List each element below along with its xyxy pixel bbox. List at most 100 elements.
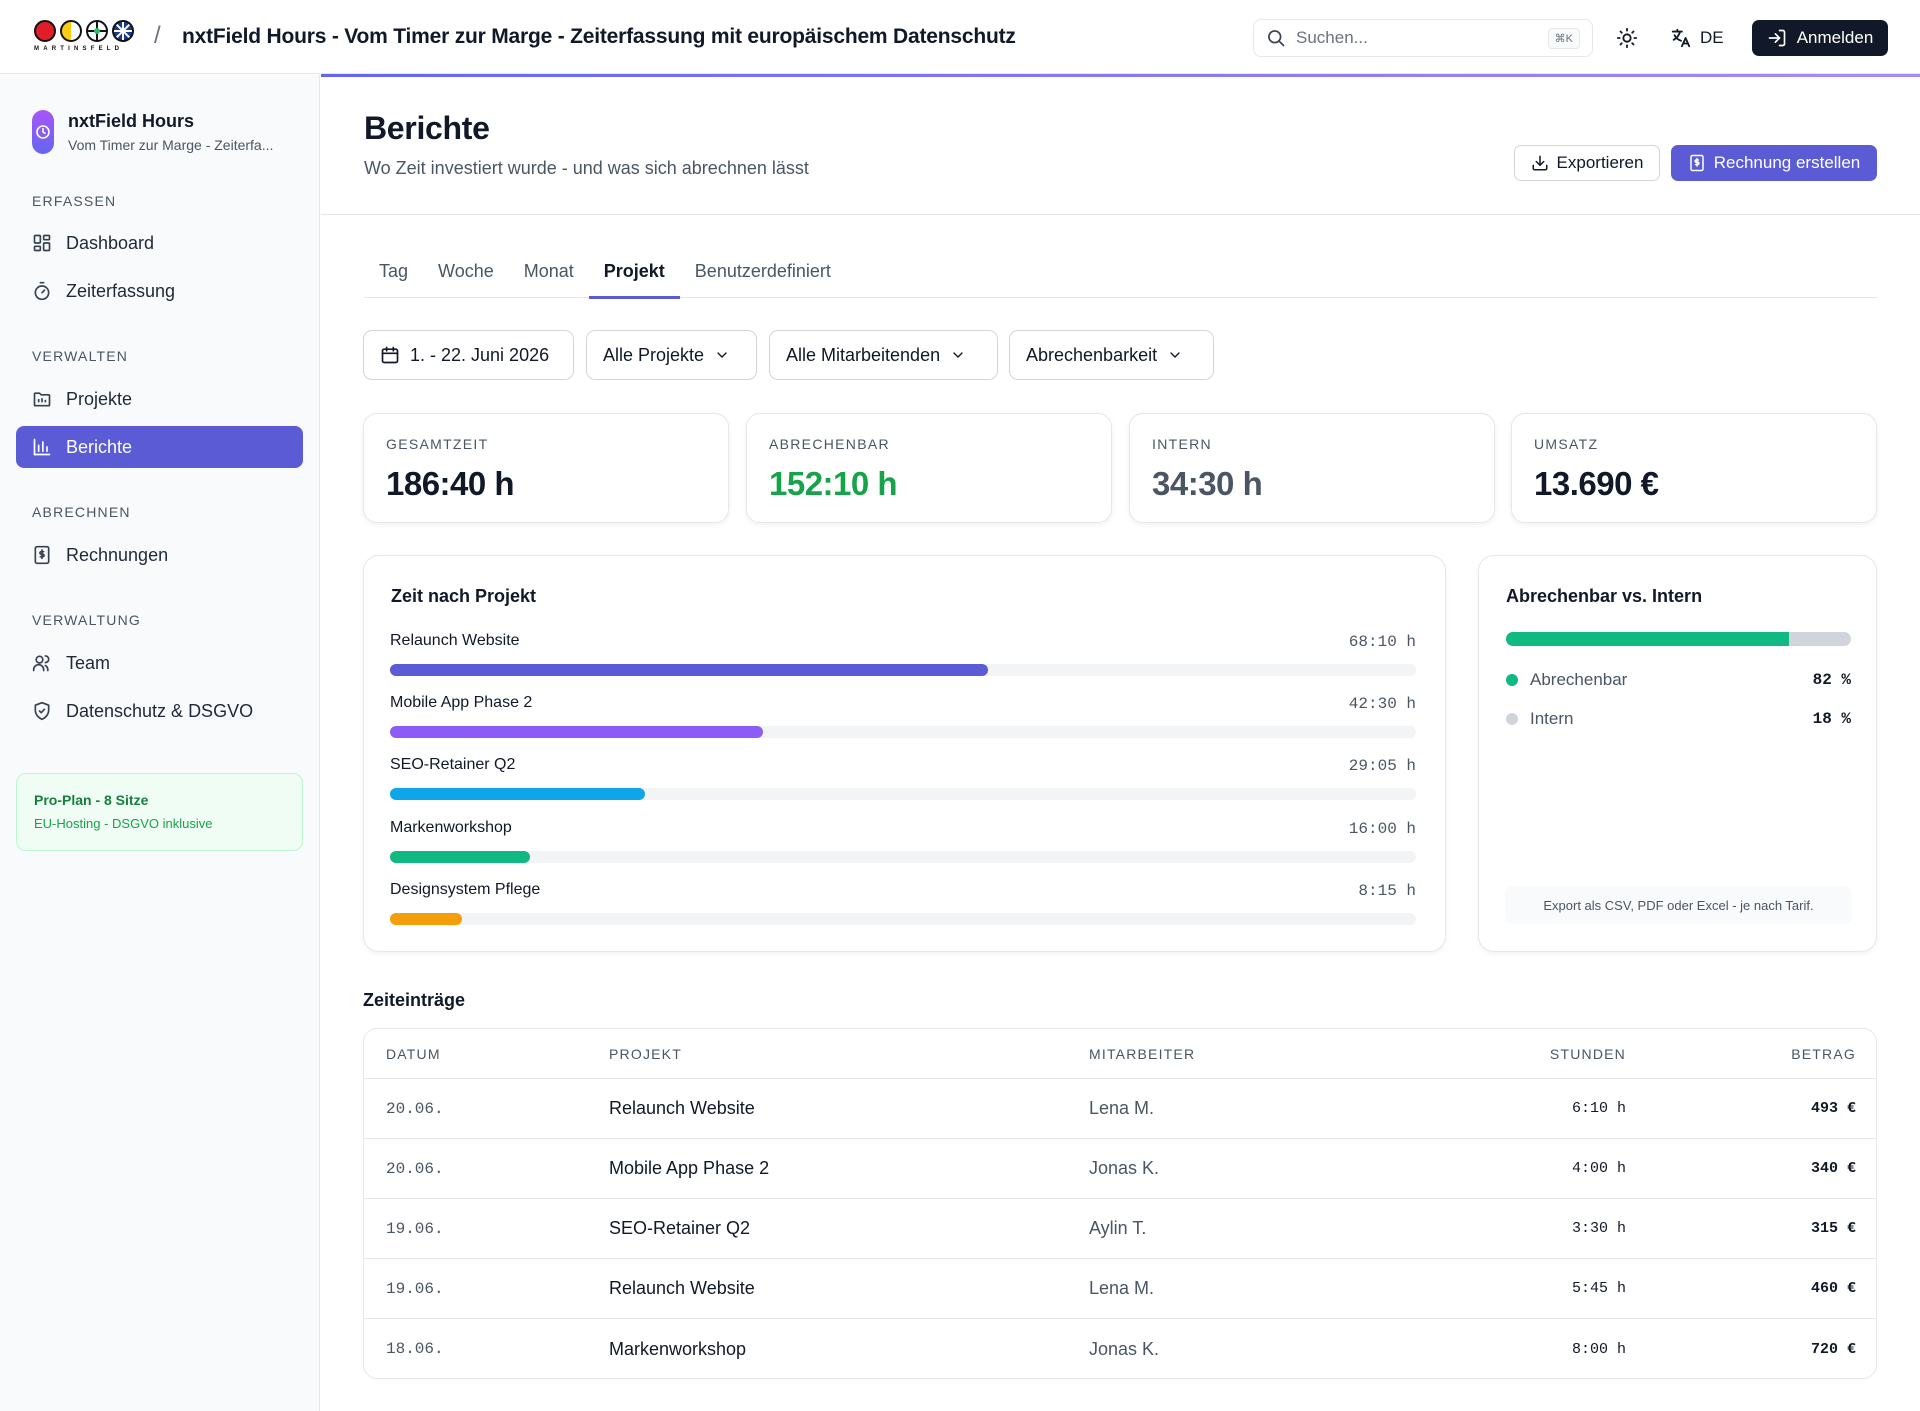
cell-employee: Lena M. [1089, 1278, 1155, 1298]
sidebar: nxtField Hours Vom Timer zur Marge - Zei… [0, 75, 320, 1411]
cell-hours: 3:30 h [1571, 1220, 1626, 1237]
project-hours: 42:30 h [1348, 695, 1416, 713]
cell-amount: 493 € [1810, 1100, 1856, 1117]
project-hours: 16:00 h [1348, 820, 1416, 838]
table-row[interactable]: 20.06. Mobile App Phase 2 Jonas K. 4:00 h 34… [364, 1139, 1876, 1199]
card-title: Zeit nach Projekt [391, 586, 537, 606]
stopwatch-icon [34, 281, 50, 301]
kpi-label: UMSATZ [1534, 436, 1599, 452]
plan-card[interactable]: Pro-Plan - 8 Sitze EU-Hosting - DSGVO in… [16, 773, 303, 851]
invoice-icon [34, 545, 50, 565]
chevron-down-icon [953, 352, 963, 358]
login-icon [1768, 29, 1786, 47]
cell-hours: 4:00 h [1571, 1160, 1626, 1177]
column-header-project[interactable]: PROJEKT [609, 1045, 682, 1062]
theme-toggle-button[interactable] [1613, 24, 1641, 52]
report-tabs: Tag Woche Monat Projekt Benutzerdefinier… [364, 250, 1877, 299]
kpi-value: 152:10 h [769, 465, 898, 502]
table-row[interactable]: 20.06. Relaunch Website Lena M. 6:10 h 493 € [364, 1079, 1876, 1139]
project-bar-row[interactable]: Mobile App Phase 2 42:30 h [390, 694, 1416, 738]
create-invoice-button[interactable]: Rechnung erstellen [1671, 145, 1877, 181]
cell-amount: 460 € [1810, 1280, 1856, 1297]
sidebar-item-zeiterfassung[interactable]: Zeiterfassung [16, 270, 303, 312]
table-row[interactable]: 19.06. SEO-Retainer Q2 Aylin T. 3:30 h 315 € [364, 1199, 1876, 1259]
cell-project: Mobile App Phase 2 [609, 1158, 770, 1178]
tab-monat[interactable]: Monat [523, 261, 574, 281]
project-name: Markenworkshop [390, 819, 512, 836]
tab-tag[interactable]: Tag [379, 261, 409, 281]
billable-split-fill [1506, 632, 1789, 646]
kpi-card-umsatz: UMSATZ 13.690 € [1511, 413, 1877, 523]
billable-split-card: Abrechenbar vs. Intern Abrechenbar 82 % … [1478, 555, 1877, 952]
project-name: Mobile App Phase 2 [390, 694, 533, 711]
legend-label: Intern [1530, 709, 1574, 728]
column-header-hours[interactable]: STUNDEN [1549, 1045, 1626, 1062]
martinsfeld-logo[interactable]: MARTINSFELD [34, 20, 138, 56]
cell-date: 20.06. [386, 1159, 444, 1178]
cell-hours: 5:45 h [1571, 1280, 1626, 1297]
page-subtitle: Wo Zeit investiert wurde - und was sich … [364, 158, 809, 178]
employee-filter[interactable]: Alle Mitarbeitenden [769, 330, 998, 380]
legend-percent: 82 % [1812, 671, 1851, 689]
sidebar-item-label: Projekte [66, 388, 133, 409]
calendar-icon [381, 346, 399, 364]
project-name: Relaunch Website [390, 632, 520, 649]
table-header: DATUM PROJEKT MITARBEITER STUNDEN BETRAG [364, 1029, 1876, 1079]
date-range-filter[interactable]: 1. - 22. Juni 2026 [363, 330, 574, 380]
project-bar-row[interactable]: Designsystem Pflege 8:15 h [390, 881, 1416, 925]
cell-employee: Jonas K. [1089, 1338, 1160, 1359]
tab-benutzerdefiniert[interactable]: Benutzerdefiniert [694, 261, 831, 281]
plan-subtitle: EU-Hosting - DSGVO inklusive [34, 816, 213, 831]
card-title: Abrechenbar vs. Intern [1506, 586, 1703, 606]
project-filter[interactable]: Alle Projekte [586, 330, 757, 380]
sidebar-item-berichte[interactable]: Berichte [16, 426, 303, 468]
column-header-date[interactable]: DATUM [386, 1045, 441, 1062]
sidebar-item-datenschutz[interactable]: Datenschutz & DSGVO [16, 690, 303, 732]
workspace-switcher[interactable]: nxtField Hours Vom Timer zur Marge - Zei… [32, 110, 273, 154]
cell-amount: 340 € [1810, 1160, 1856, 1177]
project-bar-row[interactable]: Markenworkshop 16:00 h [390, 819, 1416, 863]
sun-icon [1616, 27, 1638, 49]
billability-filter[interactable]: Abrechenbarkeit [1009, 330, 1214, 380]
column-header-employee[interactable]: MITARBEITER [1089, 1045, 1196, 1062]
invoice-icon [1690, 154, 1704, 172]
cell-date: 19.06. [386, 1219, 444, 1238]
cell-date: 18.06. [386, 1340, 444, 1358]
sidebar-item-rechnungen[interactable]: Rechnungen [16, 534, 303, 576]
project-bar-row[interactable]: Relaunch Website 68:10 h [390, 632, 1416, 676]
employee-filter-value: Alle Mitarbeitenden [786, 344, 941, 365]
search-input[interactable] [1296, 28, 1548, 48]
language-switcher[interactable]: DE [1670, 22, 1724, 54]
project-name: Designsystem Pflege [390, 881, 541, 898]
export-button[interactable]: Exportieren [1514, 145, 1660, 181]
kpi-value: 13.690 € [1534, 465, 1659, 502]
sidebar-item-projekte[interactable]: Projekte [16, 378, 303, 420]
date-range-value: 1. - 22. Juni 2026 [410, 344, 550, 365]
table-row[interactable]: 19.06. Relaunch Website Lena M. 5:45 h 460 € [364, 1259, 1876, 1319]
kpi-value: 34:30 h [1152, 465, 1263, 502]
sidebar-item-team[interactable]: Team [16, 642, 303, 684]
create-invoice-label: Rechnung erstellen [1713, 153, 1861, 172]
download-icon [1532, 155, 1548, 171]
tab-projekt[interactable]: Projekt [588, 250, 680, 299]
project-bar-row[interactable]: SEO-Retainer Q2 29:05 h [390, 756, 1416, 800]
export-label: Exportieren [1556, 153, 1644, 172]
project-bar-track [390, 851, 1416, 863]
project-bar-track [390, 913, 1416, 925]
sidebar-item-dashboard[interactable]: Dashboard [16, 222, 303, 264]
chevron-down-icon [1170, 352, 1180, 358]
legend-dot [1506, 713, 1518, 725]
tab-woche[interactable]: Woche [438, 261, 494, 281]
workspace-name: nxtField Hours [68, 111, 195, 131]
table-row[interactable]: 18.06. Markenworkshop Jonas K. 8:00 h 720 € [364, 1319, 1876, 1378]
cell-project: Relaunch Website [609, 1098, 755, 1118]
search-box[interactable]: ⌘K [1253, 19, 1593, 57]
project-bar-fill [390, 788, 645, 800]
sidebar-item-label: Dashboard [66, 232, 155, 253]
column-header-amount[interactable]: BETRAG [1791, 1045, 1856, 1062]
cell-hours: 8:00 h [1571, 1340, 1626, 1358]
login-button[interactable]: Anmelden [1752, 20, 1888, 56]
section-label-abrechnen: ABRECHNEN [32, 504, 131, 520]
legend-row-abrechenbar: Abrechenbar 82 % [1506, 670, 1851, 690]
top-bar: MARTINSFELD / nxtField Hours - Vom Timer… [0, 0, 1920, 74]
